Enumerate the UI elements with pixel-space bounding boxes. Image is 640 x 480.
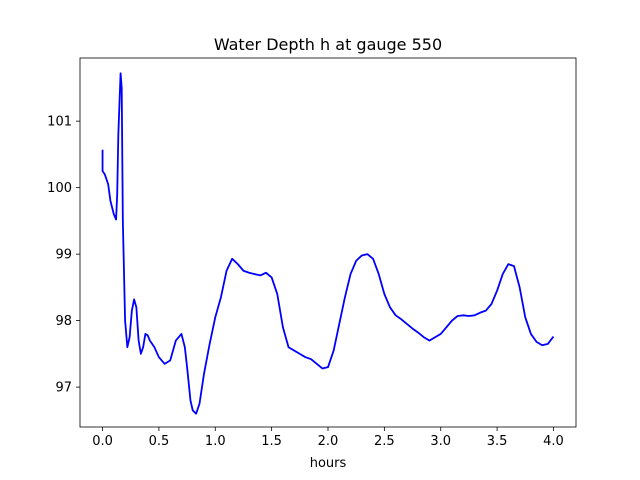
y-tick-label: 97 <box>55 381 72 396</box>
x-tick-label: 0.0 <box>92 434 113 449</box>
y-tick-label: 98 <box>55 314 72 329</box>
y-tick-label: 100 <box>47 181 72 196</box>
x-tick-label: 2.0 <box>318 434 339 449</box>
x-tick-label: 0.5 <box>149 434 170 449</box>
x-axis: 0.0 0.5 1.0 1.5 2.0 2.5 3.0 3.5 4.0 <box>92 427 564 449</box>
x-tick-label: 1.0 <box>205 434 226 449</box>
x-tick-label: 1.5 <box>261 434 282 449</box>
plot-area-frame <box>79 57 577 428</box>
x-tick-label: 4.0 <box>543 434 564 449</box>
x-tick-label: 3.0 <box>430 434 451 449</box>
y-tick-label: 101 <box>47 115 72 130</box>
x-tick-label: 3.5 <box>487 434 508 449</box>
y-axis: 97 98 99 100 101 <box>47 115 80 396</box>
x-tick-label: 2.5 <box>374 434 395 449</box>
y-tick-label: 99 <box>55 248 72 263</box>
chart-title: Water Depth h at gauge 550 <box>214 35 442 54</box>
series-line <box>101 72 555 415</box>
x-axis-label: hours <box>310 456 347 471</box>
